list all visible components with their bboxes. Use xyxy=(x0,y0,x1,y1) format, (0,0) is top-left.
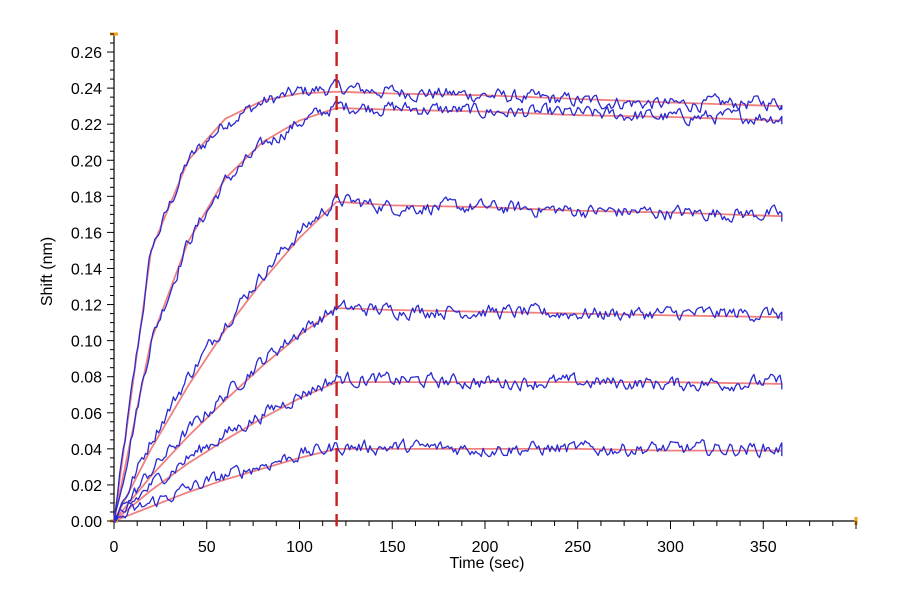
y-axis-label: Shift (nm) xyxy=(39,237,56,306)
x-tick-label: 200 xyxy=(472,539,499,556)
fit-curve-5 xyxy=(113,381,782,522)
fit-curve-4 xyxy=(113,307,782,522)
raw-trace-2 xyxy=(113,99,783,521)
raw-trace-1 xyxy=(113,78,783,521)
y-tick-label: 0.10 xyxy=(71,334,102,351)
y-tick-label: 0.02 xyxy=(71,478,102,495)
y-tick-label: 0.06 xyxy=(71,406,102,423)
x-tick-label: 150 xyxy=(379,539,406,556)
x-tick-label: 250 xyxy=(564,539,591,556)
raw-trace-4 xyxy=(113,299,783,522)
y-tick-label: 0.00 xyxy=(71,514,102,531)
x-axis-label: Time (sec) xyxy=(450,555,525,572)
fit-curve-3 xyxy=(113,200,782,522)
y-tick-label: 0.20 xyxy=(71,153,102,170)
raw-trace-5 xyxy=(113,371,783,522)
y-tick-label: 0.04 xyxy=(71,442,102,459)
x-tick-label: 0 xyxy=(110,539,119,556)
y-tick-label: 0.24 xyxy=(71,81,102,98)
fit-curve-1 xyxy=(113,90,782,522)
x-tick-label: 350 xyxy=(750,539,777,556)
raw-trace-6 xyxy=(113,438,783,524)
y-tick-label: 0.22 xyxy=(71,117,102,134)
x-tick-label: 50 xyxy=(198,539,216,556)
y-tick-label: 0.12 xyxy=(71,298,102,315)
traces-group xyxy=(113,78,783,524)
axes-group: 0.00 0.02 0.04 0.06 0.08 0.10 0.12 0.14 0.16 0.18… xyxy=(71,32,858,556)
y-tick-label: 0.16 xyxy=(71,225,102,242)
fit-curve-6 xyxy=(113,447,782,522)
y-tick-label: 0.18 xyxy=(71,189,102,206)
y-tick-label: 0.14 xyxy=(71,261,102,278)
x-tick-label: 300 xyxy=(657,539,684,556)
x-tick-label: 100 xyxy=(286,539,313,556)
raw-trace-3 xyxy=(113,191,783,522)
y-tick-label: 0.26 xyxy=(71,45,102,62)
y-tick-label: 0.08 xyxy=(71,370,102,387)
